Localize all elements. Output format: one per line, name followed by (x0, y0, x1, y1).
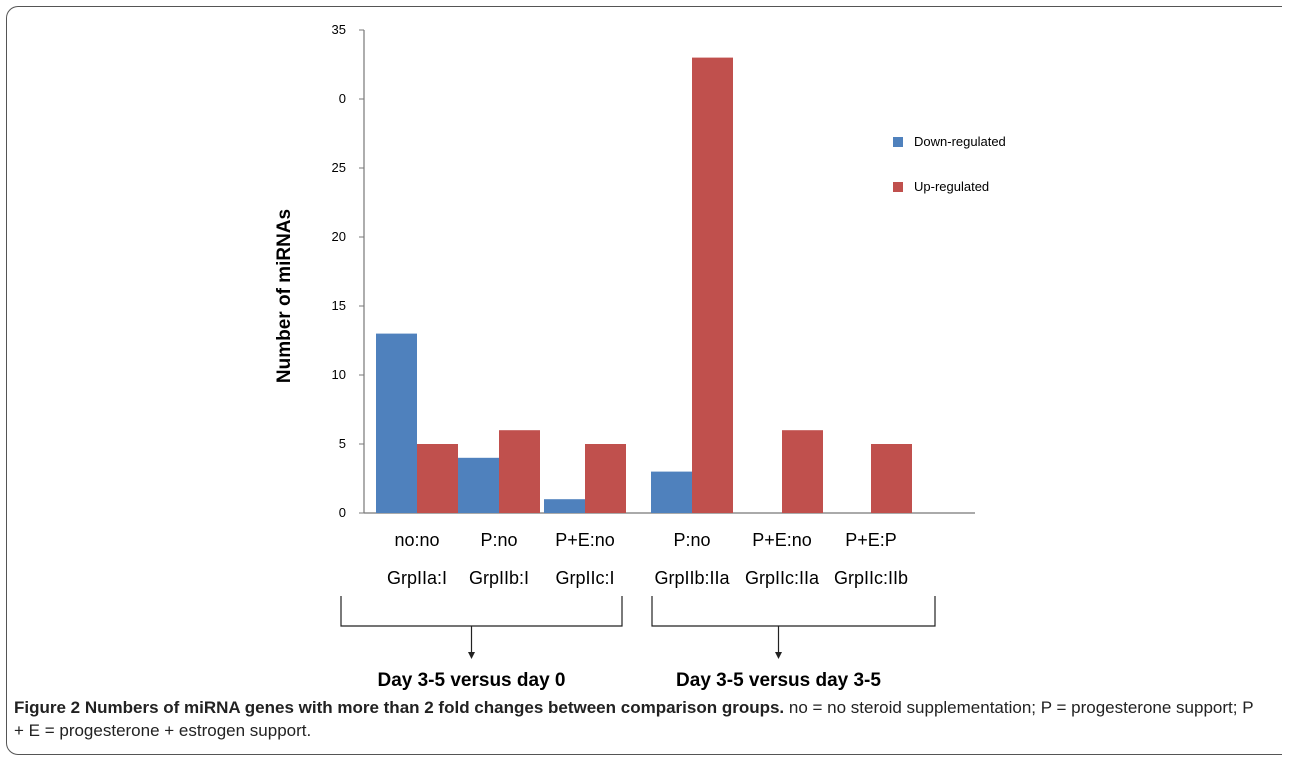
y-tick-label: 35 (332, 22, 346, 37)
y-axis-label: Number of miRNAs (274, 209, 295, 383)
legend-swatch (893, 182, 903, 192)
group-bracket (341, 596, 622, 626)
legend-label: Down-regulated (914, 134, 1006, 149)
y-tick-label: 15 (332, 298, 346, 313)
x-tick-label: P+E:no (752, 530, 812, 550)
group-label: Day 3-5 versus day 3-5 (676, 670, 881, 690)
x-subcategory-label: GrpIIc:IIb (834, 568, 908, 588)
x-subcategory-label: GrpIIb:I (469, 568, 529, 588)
x-subcategory-label: GrpIIc:I (555, 568, 614, 588)
legend-swatch (893, 137, 903, 147)
group-bracket (652, 596, 935, 626)
y-tick-label: 0 (339, 91, 346, 106)
bar-up-6 (871, 444, 912, 513)
bar-up-2 (499, 430, 540, 513)
bar-up-5 (782, 430, 823, 513)
y-tick-label: 0 (339, 505, 346, 520)
group-label: Day 3-5 versus day 0 (377, 670, 565, 690)
bar-up-3 (585, 444, 626, 513)
legend: Down-regulated Up-regulated (893, 134, 1006, 194)
x-tick-label: no:no (394, 530, 439, 550)
caption-title: Figure 2 Numbers of miRNA genes with mor… (14, 698, 784, 717)
bar-down-3 (544, 499, 585, 513)
x-subcategory-label: GrpIIc:IIa (745, 568, 820, 588)
x-tick-label: P+E:no (555, 530, 615, 550)
bar-down-1 (376, 334, 417, 513)
y-tick-label: 20 (332, 229, 346, 244)
y-tick-label: 10 (332, 367, 346, 382)
legend-label: Up-regulated (914, 179, 989, 194)
bar-up-4 (692, 58, 733, 513)
bar-up-1 (417, 444, 458, 513)
y-tick-label: 25 (332, 160, 346, 175)
x-subcategory-label: GrpIIb:IIa (654, 568, 730, 588)
x-subcategory-label: GrpIIa:I (387, 568, 447, 588)
bar-down-4 (651, 472, 692, 513)
group-arrowhead (775, 652, 782, 659)
bar-down-2 (458, 458, 499, 513)
bar-chart: Number of miRNAs 0 5 10 15 20 25 0 35 no:no GrpII… (0, 0, 1290, 690)
x-tick-label: P:no (673, 530, 710, 550)
y-tick-label: 5 (339, 436, 346, 451)
x-tick-label: P+E:P (845, 530, 897, 550)
x-tick-label: P:no (480, 530, 517, 550)
figure-caption: Figure 2 Numbers of miRNA genes with mor… (14, 696, 1254, 742)
group-arrowhead (468, 652, 475, 659)
